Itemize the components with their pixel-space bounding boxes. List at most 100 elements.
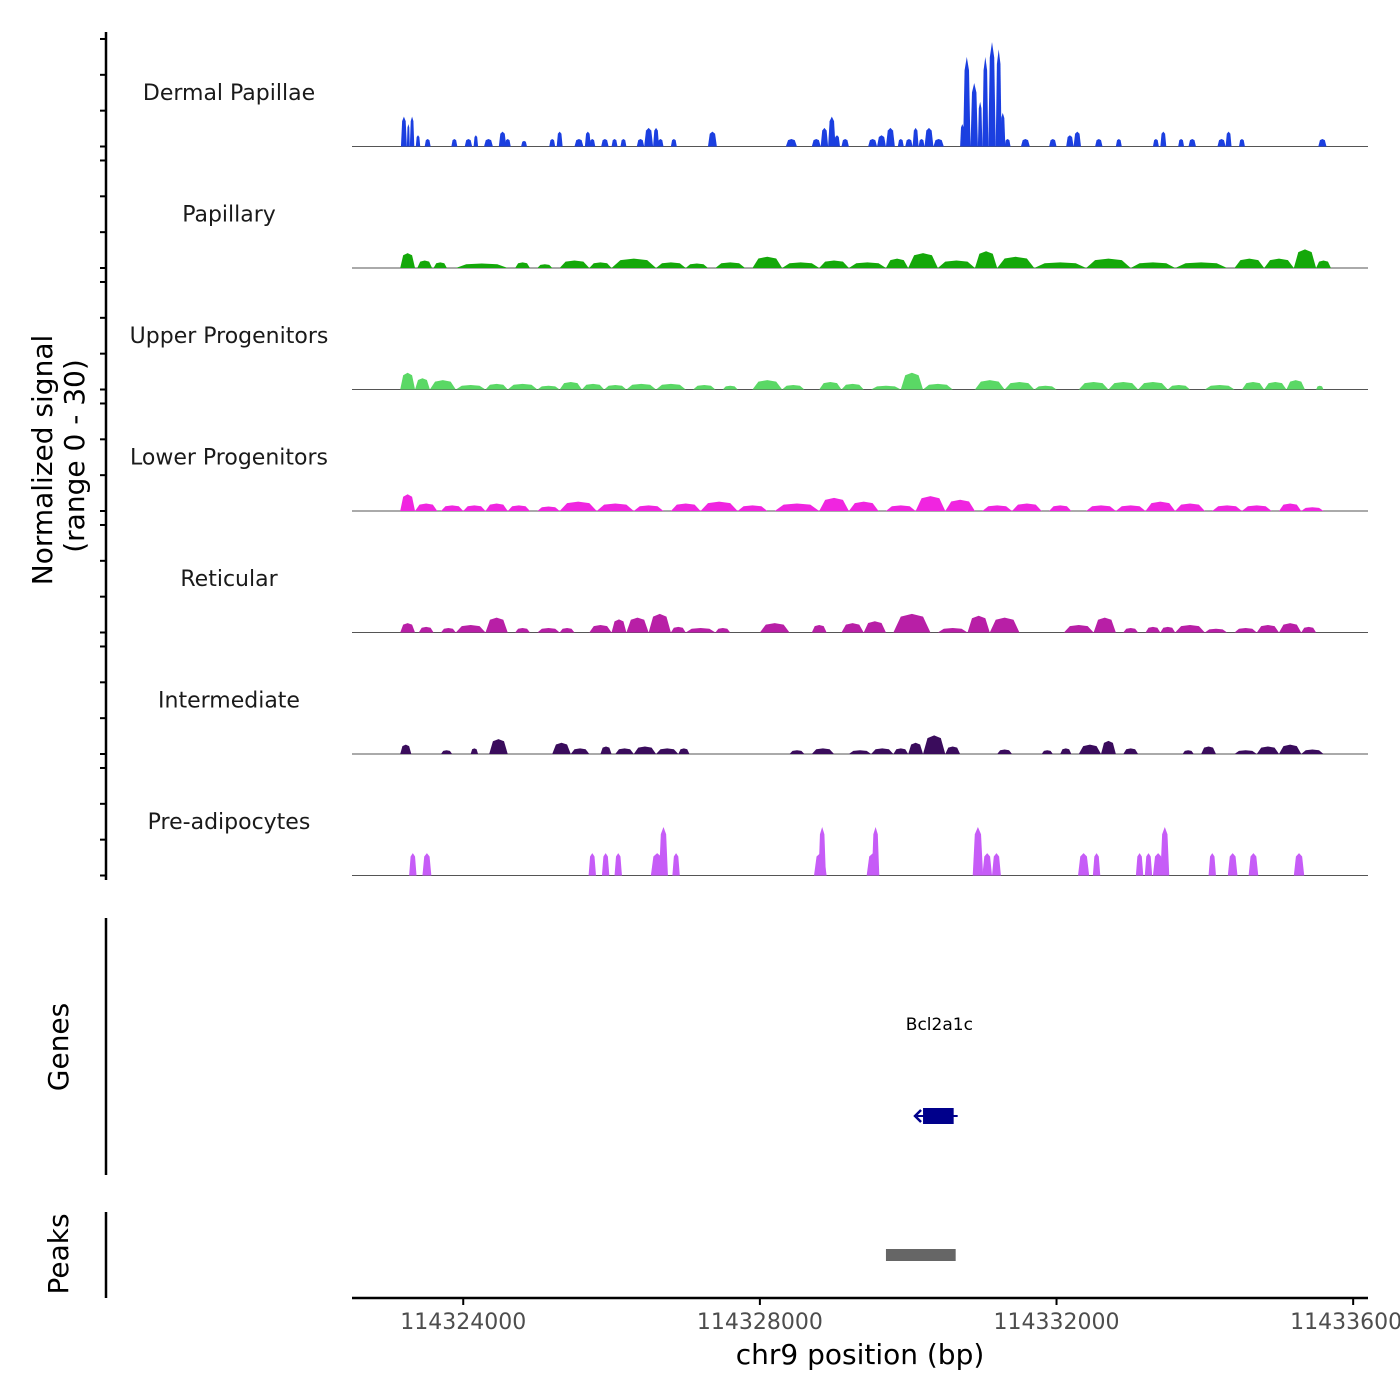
signal-peak <box>1234 258 1265 268</box>
signal-peak <box>574 139 584 147</box>
signal-peak <box>908 742 924 754</box>
signal-peak <box>464 139 473 147</box>
signal-peak <box>811 139 821 147</box>
signal-peak <box>848 501 879 511</box>
signal-peak <box>782 262 820 268</box>
signal-peak <box>670 626 686 633</box>
signal-peak <box>633 746 657 754</box>
signal-peak <box>556 131 563 147</box>
signal-peak <box>1078 853 1090 876</box>
signal-peak <box>670 139 677 147</box>
signal-peak <box>937 260 975 268</box>
signal-peak <box>924 127 934 147</box>
signal-peak <box>967 615 990 633</box>
signal-peak <box>440 750 453 754</box>
signal-peak <box>923 735 946 754</box>
signal-peak <box>1316 260 1331 268</box>
signal-peak <box>440 505 464 511</box>
y-axis-title-line1: Normalized signal <box>26 335 59 586</box>
signal-peak <box>1279 744 1302 754</box>
signal-peak <box>626 383 657 390</box>
signal-peak <box>1241 382 1265 390</box>
signal-peak <box>782 385 805 390</box>
signal-peak <box>611 139 618 147</box>
signal-peak <box>604 385 627 390</box>
signal-peak <box>785 139 797 147</box>
signal-peak <box>871 385 901 390</box>
signal-peak <box>1086 505 1116 511</box>
signal-peak <box>1108 382 1139 390</box>
signal-peak <box>1063 625 1094 633</box>
signal-peak <box>974 380 1005 390</box>
signal-peak <box>473 135 479 147</box>
signal-peak <box>1123 628 1139 633</box>
signal-peak <box>1004 139 1011 147</box>
signal-peak <box>992 853 1001 876</box>
signal-peak <box>656 383 686 390</box>
signal-peak <box>1123 748 1139 754</box>
signal-peak <box>659 826 668 876</box>
signal-peak <box>636 139 645 147</box>
signal-peak <box>440 628 456 633</box>
signal-peak <box>537 264 553 268</box>
signal-peak <box>918 139 925 147</box>
signal-peak <box>900 372 924 390</box>
signal-peak <box>893 748 909 754</box>
x-tick-label: 114328000 <box>697 1310 823 1335</box>
signal-peak <box>1212 505 1242 511</box>
signal-peak <box>657 139 664 147</box>
track-label: Upper Progenitors <box>130 324 329 349</box>
signal-peak <box>977 101 983 147</box>
signal-peak <box>400 744 412 754</box>
signal-peak <box>1293 249 1317 268</box>
signal-peak <box>1279 503 1302 511</box>
signal-peak <box>841 139 849 147</box>
signal-peak <box>1301 507 1324 511</box>
signal-peak <box>1093 617 1116 633</box>
signal-peak <box>1160 626 1176 633</box>
signal-peak <box>424 139 431 147</box>
signal-peak <box>737 505 768 511</box>
signal-peak <box>1034 262 1087 268</box>
signal-peak <box>549 139 556 147</box>
signal-peak <box>653 127 660 147</box>
signal-peak <box>601 139 609 147</box>
track-papillary: Papillary <box>182 203 1368 269</box>
signal-peak <box>537 506 560 511</box>
signal-peak <box>937 628 968 633</box>
signal-tracks: Dermal Papillae Papillary Upper Progenitor… <box>130 41 1368 876</box>
signal-peak <box>685 628 716 633</box>
signal-peak <box>1167 385 1191 390</box>
signal-peak <box>819 382 842 390</box>
signal-peak <box>982 853 993 876</box>
signal-peak <box>406 124 410 147</box>
signal-peak <box>1175 262 1228 268</box>
signal-peak <box>885 505 916 511</box>
signal-peak <box>871 826 880 876</box>
signal-peak <box>863 621 886 633</box>
signal-peak <box>589 262 612 268</box>
signal-peak <box>611 619 627 633</box>
signal-peak <box>415 503 438 511</box>
signal-peak <box>945 746 961 754</box>
signal-peak <box>893 613 931 633</box>
signal-peak <box>581 383 605 390</box>
x-tick-label: 114332000 <box>994 1310 1120 1335</box>
signal-peak <box>485 383 508 390</box>
signal-peak <box>451 139 458 147</box>
signal-peak <box>1034 385 1057 390</box>
signal-peak <box>693 385 716 390</box>
x-axis-title: chr9 position (bp) <box>736 1338 985 1371</box>
signal-peak <box>1145 626 1161 633</box>
signal-peak <box>455 263 508 268</box>
signal-peak <box>963 56 971 147</box>
signal-peak <box>504 139 511 147</box>
signal-peak <box>933 139 944 147</box>
signal-peak <box>1160 131 1167 147</box>
signal-peak <box>415 135 421 147</box>
signal-peak <box>997 749 1013 754</box>
signal-peak <box>722 385 738 390</box>
y-axis-title-line2: (range 0 - 30) <box>58 359 91 553</box>
signal-peak <box>818 826 826 876</box>
signal-peak <box>1301 626 1317 633</box>
